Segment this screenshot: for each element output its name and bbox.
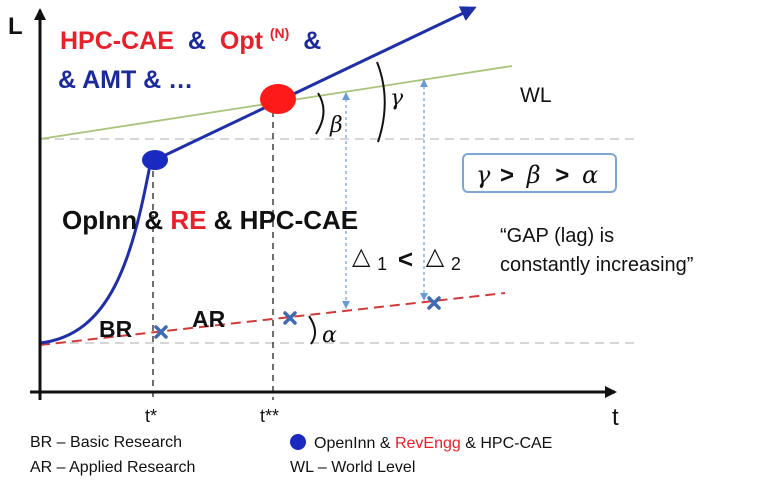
br-label: BR bbox=[99, 316, 133, 342]
legend-br-definition: BR – Basic Research bbox=[30, 434, 182, 451]
cross-marker-br bbox=[154, 325, 168, 339]
gap-quote-line-1: “GAP (lag) is bbox=[500, 225, 614, 247]
gamma-label: γ bbox=[390, 86, 404, 111]
legend-wl-definition: WL – World Level bbox=[290, 459, 415, 476]
world-level-label: WL bbox=[520, 84, 552, 107]
alpha-label: α bbox=[322, 323, 337, 348]
tick-label-t-double-star: t** bbox=[260, 406, 279, 426]
cross-marker-third bbox=[427, 296, 441, 310]
cross-marker-ar bbox=[283, 311, 297, 325]
gamma-angle-arc bbox=[376, 61, 386, 143]
title-opt-superscript: (N) bbox=[270, 25, 289, 41]
delta-comparison: △ 1 < △ 2 bbox=[352, 243, 461, 276]
title-line-1: HPC-CAE & Opt (N) & bbox=[60, 16, 321, 55]
title-opt: Opt bbox=[220, 27, 264, 55]
title-amp-1: & bbox=[188, 27, 206, 55]
opinn-label: OpInn & RE & HPC-CAE bbox=[62, 205, 358, 235]
ar-label: AR bbox=[192, 306, 226, 332]
tick-label-t-star: t* bbox=[145, 406, 157, 426]
angle-relation-box bbox=[462, 153, 617, 193]
beta-angle-arc bbox=[315, 92, 325, 135]
alpha-angle-arc bbox=[308, 315, 316, 345]
title-amp-2: & bbox=[303, 27, 321, 55]
angle-relation: γ > β > α bbox=[476, 161, 598, 189]
red-point-t-double-star bbox=[260, 84, 296, 114]
title-line-2: & AMT & … bbox=[58, 66, 193, 94]
title-hpc-cae: HPC-CAE bbox=[60, 27, 174, 55]
blue-point-t-star bbox=[142, 150, 168, 170]
research-trend-line bbox=[39, 292, 506, 346]
y-axis-label: L bbox=[8, 13, 23, 40]
x-axis-label: t bbox=[612, 404, 619, 431]
legend-openinn-definition: OpenInn & RevEngg & HPC-CAE bbox=[314, 435, 552, 452]
beta-label: β bbox=[329, 113, 343, 138]
legend-blue-dot-icon bbox=[290, 434, 306, 450]
legend-ar-definition: AR – Applied Research bbox=[30, 459, 195, 476]
gap-quote-line-2: constantly increasing” bbox=[500, 254, 693, 276]
innovation-curve bbox=[39, 6, 477, 345]
